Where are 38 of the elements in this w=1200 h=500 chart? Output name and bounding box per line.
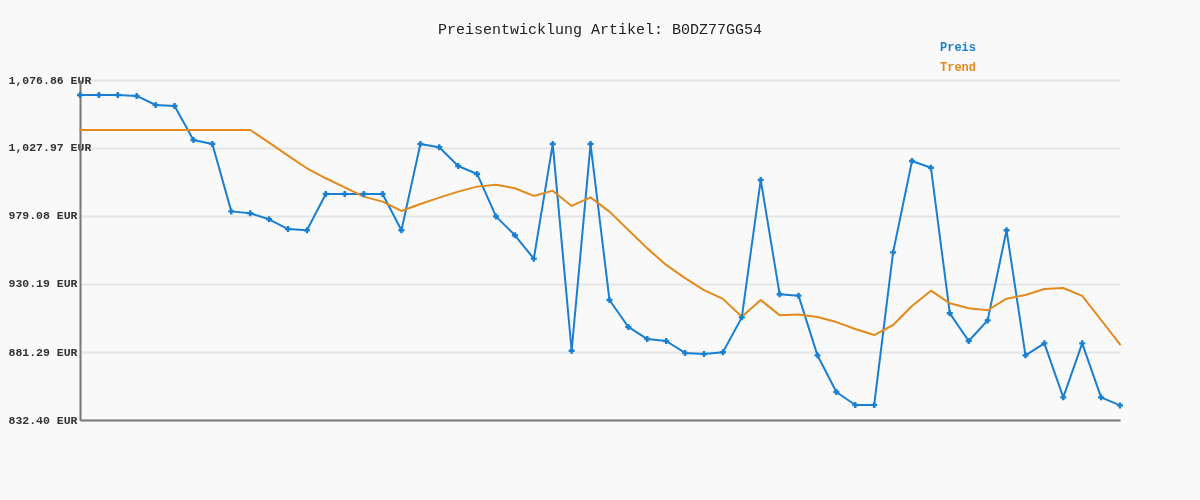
point: [530, 255, 537, 262]
point: [266, 216, 273, 223]
point: [360, 190, 367, 197]
point: [833, 389, 840, 396]
point: [814, 352, 821, 359]
point: [738, 314, 745, 321]
point: [1098, 394, 1105, 401]
point: [776, 291, 783, 298]
point: [606, 296, 613, 303]
point: [625, 323, 632, 330]
point: [190, 137, 197, 144]
point: [209, 141, 216, 148]
text: Preis: [940, 41, 977, 55]
y-tick-label: 930.19 EUR: [8, 277, 78, 291]
point: [568, 347, 575, 354]
y-tick-label: 881.29 EUR: [8, 345, 78, 359]
point: [587, 141, 594, 148]
chart-title: Preisentwicklung Artikel: B0DZ77GG54: [437, 22, 763, 39]
point: [247, 210, 254, 217]
point: [171, 102, 178, 109]
point: [379, 190, 386, 197]
point: [398, 227, 405, 234]
point: [890, 249, 897, 256]
point: [493, 213, 499, 220]
y-tick-label: 1,076.86 EUR: [8, 73, 92, 87]
point: [1117, 402, 1123, 409]
point: [1003, 227, 1010, 234]
point: [417, 141, 424, 148]
point: [152, 101, 159, 108]
point: [984, 317, 991, 324]
y-tick-label: 979.08 EUR: [8, 209, 78, 223]
point: [795, 292, 802, 299]
text: Trend: [940, 61, 977, 75]
point: [1041, 340, 1048, 347]
point: [946, 310, 953, 317]
y-tick-label: 832.40 EUR: [8, 413, 78, 427]
point: [228, 208, 235, 215]
point: [1022, 352, 1029, 359]
